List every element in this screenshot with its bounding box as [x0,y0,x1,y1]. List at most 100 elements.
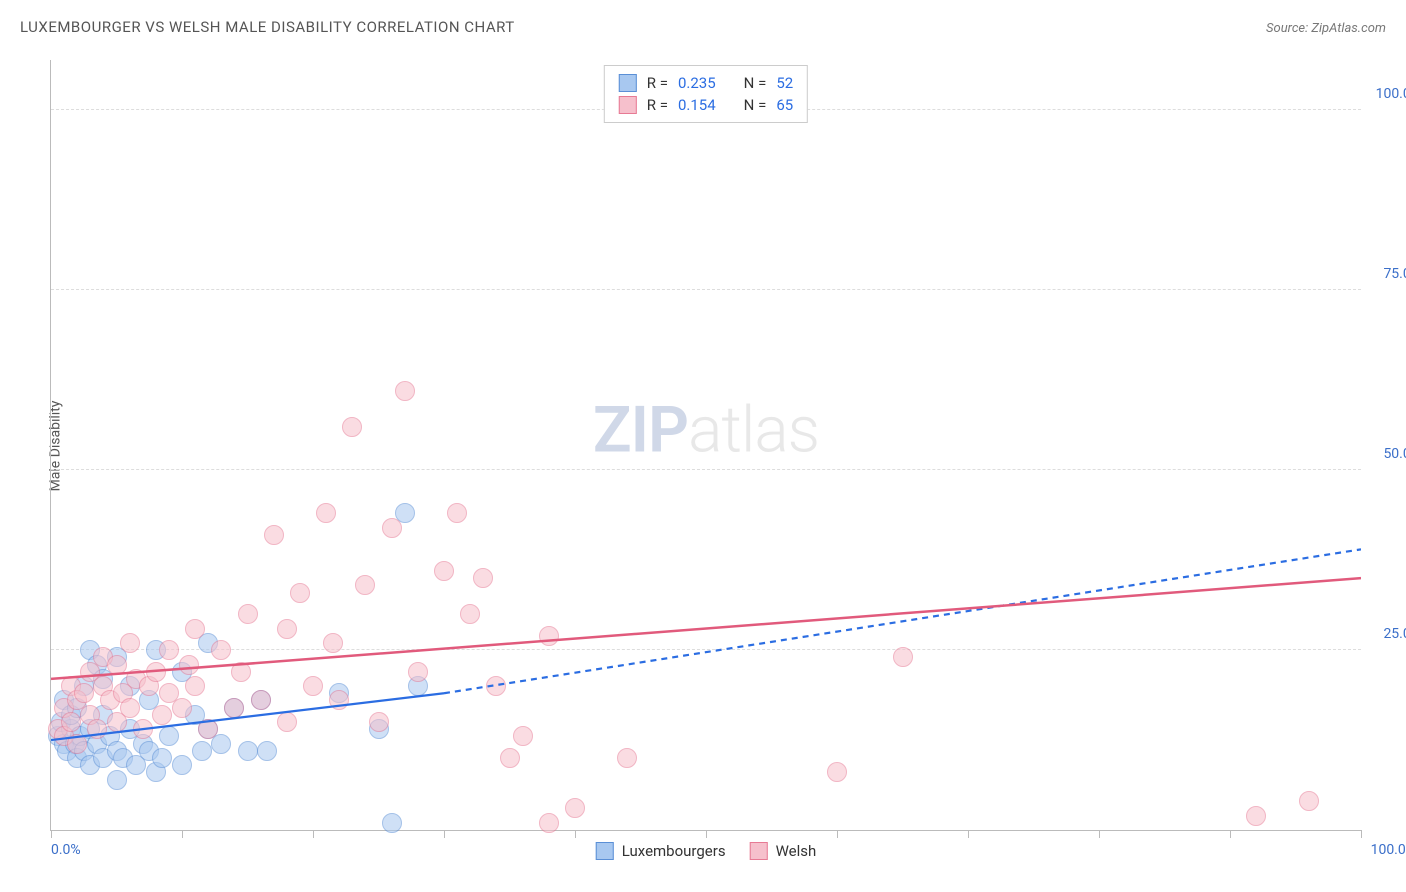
x-tick [706,830,707,838]
x-tick [51,830,52,838]
data-point [342,417,362,437]
r-label-1: R = [647,96,668,114]
data-point [277,619,297,639]
gridline: 50.0% [51,469,1361,470]
x-tick [1361,830,1362,838]
data-point [172,698,192,718]
n-value-1: 65 [776,96,793,114]
data-point [1299,791,1319,811]
stats-legend-box: R = 0.235 N = 52 R = 0.154 N = 65 [604,65,808,123]
bottom-legend: Luxembourgers Welsh [596,842,817,860]
data-point [264,525,284,545]
data-point [152,705,172,725]
y-tick-label: 25.0% [1366,626,1406,642]
data-point [74,683,94,703]
data-point [539,813,559,833]
trend-lines [51,60,1361,830]
data-point [827,762,847,782]
data-point [395,381,415,401]
data-point [329,690,349,710]
r-label-0: R = [647,74,668,92]
x-tick [182,830,183,838]
watermark-atlas: atlas [688,392,819,467]
x-tick [968,830,969,838]
data-point [146,662,166,682]
data-point [152,748,172,768]
data-point [120,633,140,653]
legend-swatch-welsh [750,842,768,860]
data-point [369,712,389,732]
data-point [323,633,343,653]
data-point [473,568,493,588]
data-point [382,518,402,538]
data-point [185,619,205,639]
data-point [133,719,153,739]
data-point [277,712,297,732]
chart-title: LUXEMBOURGER VS WELSH MALE DISABILITY CO… [20,18,515,36]
data-point [316,503,336,523]
data-point [486,676,506,696]
data-point [67,734,87,754]
data-point [211,640,231,660]
legend-label-1: Welsh [776,842,817,860]
stats-row-luxembourgers: R = 0.235 N = 52 [619,72,793,94]
data-point [159,726,179,746]
x-tick-label-min: 0.0% [51,842,81,858]
data-point [87,719,107,739]
legend-swatch-luxembourgers [596,842,614,860]
plot-area: ZIPatlas 25.0%50.0%75.0%100.0% R = 0.235… [50,60,1361,831]
legend-item-luxembourgers: Luxembourgers [596,842,726,860]
data-point [120,698,140,718]
x-tick-label-max: 100.0% [1371,842,1406,858]
n-label-0: N = [744,74,767,92]
legend-item-welsh: Welsh [750,842,817,860]
data-point [231,662,251,682]
y-tick-label: 100.0% [1366,86,1406,102]
data-point [447,503,467,523]
data-point [303,676,323,696]
data-point [434,561,454,581]
y-tick-label: 50.0% [1366,446,1406,462]
data-point [290,583,310,603]
title-bar: LUXEMBOURGER VS WELSH MALE DISABILITY CO… [20,18,1386,36]
data-point [238,741,258,761]
data-point [617,748,637,768]
data-point [192,741,212,761]
r-value-1: 0.154 [678,96,716,114]
gridline: 25.0% [51,649,1361,650]
data-point [382,813,402,833]
stats-row-welsh: R = 0.154 N = 65 [619,94,793,116]
x-tick [313,830,314,838]
data-point [185,676,205,696]
watermark-zip: ZIP [593,392,688,467]
data-point [1246,806,1266,826]
x-tick [1230,830,1231,838]
data-point [355,575,375,595]
data-point [251,690,271,710]
data-point [107,655,127,675]
x-tick [444,830,445,838]
data-point [172,755,192,775]
watermark: ZIPatlas [593,392,819,467]
x-tick [1099,830,1100,838]
data-point [238,604,258,624]
legend-label-0: Luxembourgers [622,842,726,860]
r-value-0: 0.235 [678,74,716,92]
data-point [107,770,127,790]
data-point [61,712,81,732]
data-point [539,626,559,646]
swatch-welsh [619,96,637,114]
data-point [500,748,520,768]
data-point [893,647,913,667]
x-tick [837,830,838,838]
data-point [224,698,244,718]
swatch-luxembourgers [619,74,637,92]
data-point [159,640,179,660]
data-point [408,662,428,682]
n-label-1: N = [744,96,767,114]
data-point [513,726,533,746]
source-text: Source: ZipAtlas.com [1266,21,1386,36]
data-point [257,741,277,761]
y-tick-label: 75.0% [1366,266,1406,282]
gridline: 75.0% [51,289,1361,290]
